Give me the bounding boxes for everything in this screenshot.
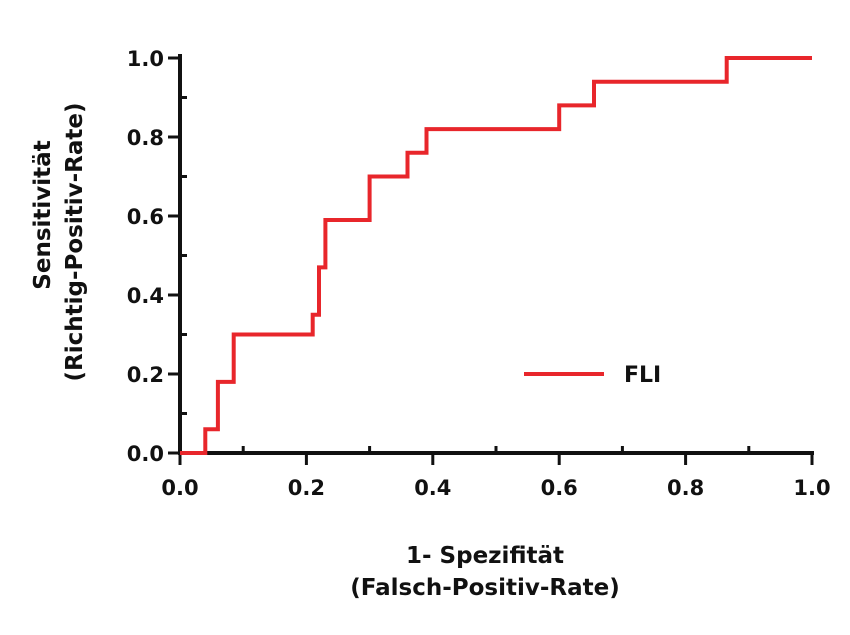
y-tick-label: 0.2 bbox=[127, 363, 164, 387]
y-tick-label: 0.6 bbox=[127, 205, 164, 229]
tick-labels: 0.0 0.2 0.4 0.6 0.8 1.0 0.0 0.2 0.4 0.6 0.8 1.0 bbox=[127, 47, 831, 500]
y-axis-title-line1: Sensitivität bbox=[30, 140, 56, 289]
tick-marks bbox=[168, 56, 814, 465]
x-tick-label: 0.4 bbox=[414, 476, 451, 500]
y-axis-title-line2: (Richtig-Positiv-Rate) bbox=[62, 103, 88, 382]
x-axis-title-line1: 1- Spezifität bbox=[406, 543, 564, 569]
y-tick-label: 0.4 bbox=[127, 284, 164, 308]
legend-label-fli: FLI bbox=[624, 363, 661, 388]
y-tick-label: 0.8 bbox=[127, 126, 164, 150]
x-tick-label: 0.0 bbox=[161, 476, 198, 500]
x-tick-label: 1.0 bbox=[793, 476, 830, 500]
x-tick-label: 0.2 bbox=[288, 476, 325, 500]
x-axis-title-line2: (Falsch-Positiv-Rate) bbox=[350, 575, 620, 601]
y-tick-label: 1.0 bbox=[127, 47, 164, 71]
x-tick-label: 0.6 bbox=[541, 476, 578, 500]
x-tick-label: 0.8 bbox=[667, 476, 704, 500]
series-line-fli bbox=[180, 56, 812, 455]
y-tick-label: 0.0 bbox=[127, 442, 164, 466]
